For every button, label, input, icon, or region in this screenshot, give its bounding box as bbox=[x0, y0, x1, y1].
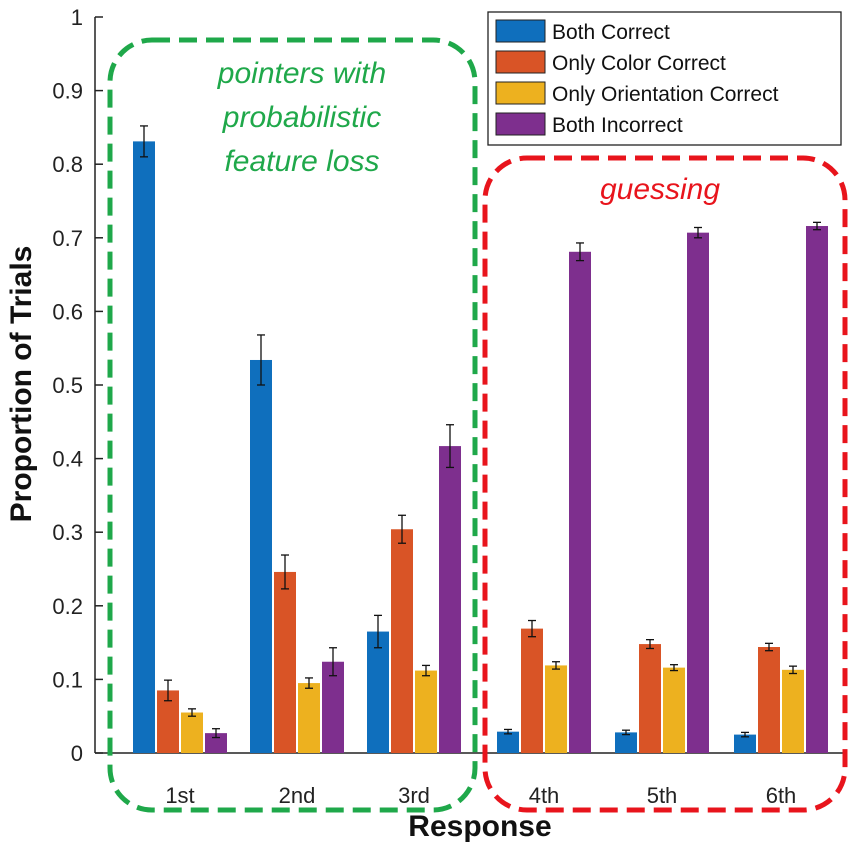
legend-swatch bbox=[495, 81, 546, 105]
y-tick-label: 1 bbox=[71, 5, 83, 30]
y-tick-label: 0.4 bbox=[52, 447, 83, 472]
annotation-pointers-label: probabilistic bbox=[222, 101, 381, 134]
bar bbox=[569, 251, 591, 753]
annotation-box-guessing bbox=[482, 155, 848, 813]
x-tick-label: 1st bbox=[165, 783, 194, 808]
bar bbox=[687, 232, 709, 753]
bar bbox=[391, 529, 413, 753]
x-tick-label: 4th bbox=[529, 783, 560, 808]
x-tick-label: 5th bbox=[647, 783, 678, 808]
y-tick-label: 0.2 bbox=[52, 594, 83, 619]
legend-label: Both Correct bbox=[552, 21, 670, 44]
y-tick-label: 0.1 bbox=[52, 667, 83, 692]
y-tick-label: 0.9 bbox=[52, 79, 83, 104]
y-tick-label: 0.8 bbox=[52, 152, 83, 177]
bar bbox=[806, 226, 828, 754]
bar bbox=[545, 665, 567, 753]
legend-label: Both Incorrect bbox=[552, 114, 683, 137]
y-tick-label: 0.5 bbox=[52, 373, 83, 398]
annotation-pointers-label: pointers with bbox=[217, 57, 386, 90]
bar bbox=[367, 631, 389, 753]
bar bbox=[181, 712, 203, 753]
x-tick-label: 6th bbox=[766, 783, 797, 808]
legend-swatch bbox=[495, 112, 546, 136]
bar bbox=[157, 690, 179, 753]
y-tick-label: 0.6 bbox=[52, 299, 83, 324]
bar bbox=[497, 731, 519, 753]
bar bbox=[521, 628, 543, 753]
bar bbox=[758, 647, 780, 753]
bar bbox=[322, 661, 344, 753]
bar bbox=[734, 734, 756, 753]
bars bbox=[133, 125, 828, 754]
legend: Both Correct Only Color Correct Only Orien… bbox=[487, 11, 842, 146]
x-tick-label: 2nd bbox=[279, 783, 316, 808]
annotation-pointers-label: feature loss bbox=[224, 145, 379, 178]
bar bbox=[415, 670, 437, 753]
y-axis-title: Proportion of Trials bbox=[5, 246, 38, 523]
annotations: pointers with probabilistic feature loss gu… bbox=[107, 37, 848, 813]
legend-box bbox=[487, 11, 842, 146]
bar bbox=[639, 644, 661, 753]
bar bbox=[298, 683, 320, 753]
bar bbox=[615, 732, 637, 753]
bar bbox=[205, 733, 227, 753]
annotation-box-pointers bbox=[107, 37, 478, 813]
bar bbox=[274, 571, 296, 753]
bar bbox=[133, 141, 155, 753]
legend-label: Only Orientation Correct bbox=[552, 83, 779, 106]
bar bbox=[439, 446, 461, 753]
y-tick-label: 0 bbox=[71, 741, 83, 766]
y-tick-label: 0.3 bbox=[52, 520, 83, 545]
y-axis: 0 0.1 0.2 0.3 0.4 0.5 0.6 0.7 0.8 0.9 1 bbox=[52, 5, 845, 766]
x-tick-label: 3rd bbox=[398, 783, 430, 808]
bar bbox=[250, 359, 272, 753]
x-axis: 1st 2nd 3rd 4th 5th 6th bbox=[165, 783, 796, 808]
bar bbox=[663, 667, 685, 753]
y-tick-label: 0.7 bbox=[52, 226, 83, 251]
legend-swatch bbox=[495, 19, 546, 43]
bar bbox=[782, 669, 804, 753]
annotation-guessing-label: guessing bbox=[600, 173, 720, 206]
x-axis-title: Response bbox=[408, 810, 551, 843]
legend-label: Only Color Correct bbox=[552, 52, 726, 75]
legend-swatch bbox=[495, 50, 546, 74]
